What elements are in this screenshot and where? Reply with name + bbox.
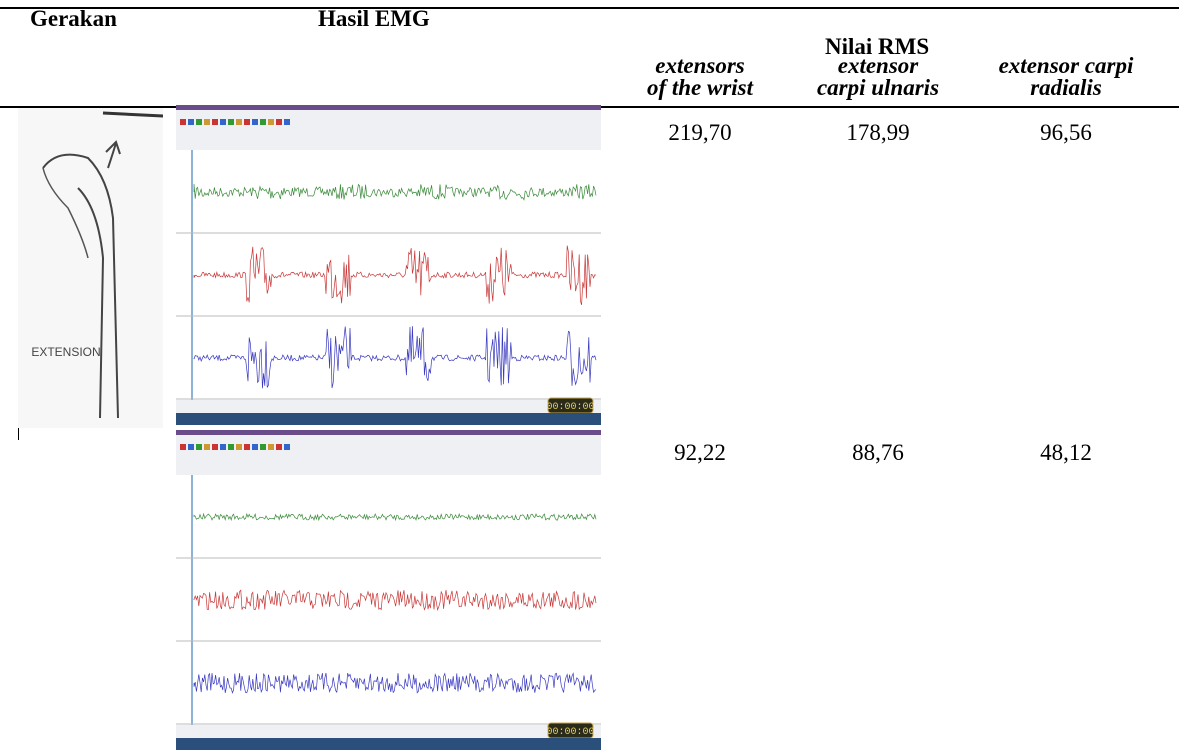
rms-value: 88,76 [803,440,953,466]
movement-figure: EXTENSION [18,108,163,428]
muscle-header-line: extensor [783,55,973,77]
muscle-header-line: carpi ulnaris [783,77,973,99]
window [176,430,601,750]
emg-screenshot: 00:00:00 [176,430,601,750]
taskbar [176,413,601,425]
tool-icon [236,119,242,125]
toolbar [176,110,601,150]
tool-icon [180,119,186,125]
muscle-header-line: extensors [605,55,795,77]
col-header: Hasil EMG [318,6,430,32]
emg-screenshot: 00:00:00 [176,105,601,425]
tool-icon [252,444,258,450]
tool-icon [220,119,226,125]
title-bar [176,105,601,110]
tool-icon [268,444,274,450]
col-header: Gerakan [30,6,117,32]
muscle-header-line: extensor carpi [971,55,1161,77]
taskbar [176,738,601,750]
tool-icon [284,444,290,450]
window [176,105,601,425]
figure-label: EXTENSION [31,345,100,359]
status-bar [176,400,601,413]
page: Gerakan Hasil EMG Nilai RMS extensorsof … [0,0,1179,747]
toolbar [176,435,601,475]
tool-icon [212,119,218,125]
tool-icon [188,119,194,125]
timer: 00:00:00 [546,402,594,413]
tool-icon [220,444,226,450]
tool-icon [244,119,250,125]
rms-value: 178,99 [803,120,953,146]
tool-icon [284,119,290,125]
rms-value: 48,12 [991,440,1141,466]
muscle-header-line: of the wrist [605,77,795,99]
tool-icon [228,444,234,450]
tool-icon [236,444,242,450]
top-rule [0,7,1179,9]
timer: 00:00:00 [546,727,594,738]
tool-icon [268,119,274,125]
rms-value: 96,56 [991,120,1141,146]
tool-icon [252,119,258,125]
tool-icon [228,119,234,125]
tool-icon [188,444,194,450]
tool-icon [204,119,210,125]
tool-icon [244,444,250,450]
status-bar [176,725,601,738]
muscle-header-line: radialis [971,77,1161,99]
tool-icon [276,444,282,450]
title-bar [176,430,601,435]
tool-icon [196,119,202,125]
tool-icon [180,444,186,450]
tool-icon [260,444,266,450]
marker [18,428,19,440]
tool-icon [204,444,210,450]
rms-value: 219,70 [625,120,775,146]
tool-icon [212,444,218,450]
rms-value: 92,22 [625,440,775,466]
tool-icon [196,444,202,450]
tool-icon [276,119,282,125]
tool-icon [260,119,266,125]
